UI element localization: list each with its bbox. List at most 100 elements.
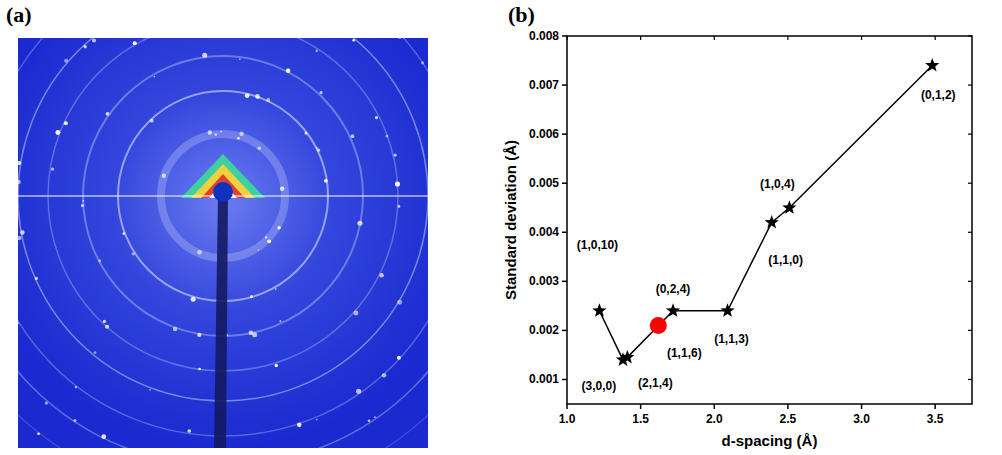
diffraction-spot [106,112,110,116]
diffraction-spot [73,419,76,422]
x-tick-label: 2.0 [706,412,723,426]
star-marker [592,303,606,317]
star-marker [720,303,734,317]
diffraction-spot [162,174,166,178]
x-tick [787,404,789,409]
y-tick [968,183,972,184]
diffraction-spot [173,327,178,332]
y-tick [562,133,567,135]
point-label: (1,1,3) [714,332,749,346]
diffraction-spot [375,116,378,119]
diffraction-spot [237,137,240,140]
star-marker [782,200,796,214]
diffraction-spot [297,423,302,428]
data-marks [592,58,939,366]
diffraction-spot [357,221,362,226]
diffraction-spot [277,226,280,229]
y-tick [968,330,972,331]
diffraction-spot [75,386,77,388]
diffraction-spot [64,121,68,125]
diffraction-spot [275,288,277,290]
image-background [18,38,428,448]
diffraction-spot [265,236,267,238]
diffraction-spot [98,259,101,262]
diffraction-spot [398,205,401,208]
figure: (a)(b)0.0010.0020.0030.0040.0050.0060.00… [0,0,1002,455]
diffraction-spot [92,38,96,42]
diffraction-spot [239,58,241,60]
panel-label: (b) [508,2,535,27]
x-tick [935,36,936,40]
y-tick [562,330,567,332]
diffraction-spot [37,432,40,435]
beam-center [213,182,233,202]
diffraction-spot [317,149,320,152]
diffraction-spot [208,130,212,134]
diffraction-spot [133,41,137,45]
data-line [599,65,932,359]
diffraction-spot [55,130,60,135]
diffraction-spot [351,134,355,138]
diffraction-spot [316,147,318,149]
y-tick-label: 0.007 [529,78,559,92]
x-tick-label: 1.0 [559,412,576,426]
y-tick [562,281,567,283]
y-tick [968,232,972,233]
diffraction-spot [266,98,270,102]
diffraction-spot [280,187,284,191]
star-marker [666,303,680,317]
diffraction-spot [397,356,401,360]
beam-stop [214,196,228,448]
diffraction-spot [187,429,191,433]
point-label: (0,1,2) [921,88,956,102]
x-tick [787,36,788,40]
diffraction-spot [286,68,290,72]
y-tick-label: 0.006 [529,127,559,141]
diffraction-spot [393,153,396,156]
diffraction-spot [279,320,281,322]
x-tick-label: 3.0 [853,412,870,426]
diffraction-spot [382,373,386,377]
diffraction-spot [374,416,376,418]
diffraction-spot [132,252,135,255]
diffraction-spot [315,50,318,53]
diffraction-spot [149,389,151,391]
diffraction-spot [197,250,202,255]
x-tick [566,36,567,40]
diffraction-spot [267,239,271,243]
y-axis-title: Standard deviation (Å) [502,140,519,300]
diffraction-spot [316,419,318,421]
diffraction-spot [379,273,383,277]
diffraction-spot [197,333,201,337]
diffraction-spot [397,300,402,305]
y-tick [562,379,567,381]
point-label: (1,1,0) [768,253,803,267]
diffraction-spot [35,277,38,280]
diffraction-spot [20,230,25,235]
diffraction-spot [83,45,86,48]
y-tick [562,232,567,234]
diffraction-spot [368,419,371,422]
y-tick [968,84,972,85]
panel-label: (a) [6,2,32,27]
x-axis-title: d-spacing (Å) [722,432,818,449]
y-tick [968,35,972,36]
diffraction-spot [250,295,253,298]
diffraction-spot [82,200,84,202]
diffraction-spot [153,76,155,78]
diffraction-spot [18,322,19,324]
diffraction-spot [191,297,196,302]
point-label: (3,0,0) [582,379,617,393]
star-marker [925,58,939,72]
diffraction-spot [64,59,68,63]
x-tick-label: 2.5 [780,412,797,426]
y-tick [562,35,567,37]
y-tick-label: 0.005 [529,176,559,190]
diffraction-spot [356,389,361,394]
diffraction-spot [150,119,154,123]
y-tick-label: 0.008 [529,29,559,43]
x-tick-label: 1.5 [632,412,649,426]
diffraction-spot [94,351,97,354]
y-tick [562,182,567,184]
diffraction-spot [105,325,109,329]
